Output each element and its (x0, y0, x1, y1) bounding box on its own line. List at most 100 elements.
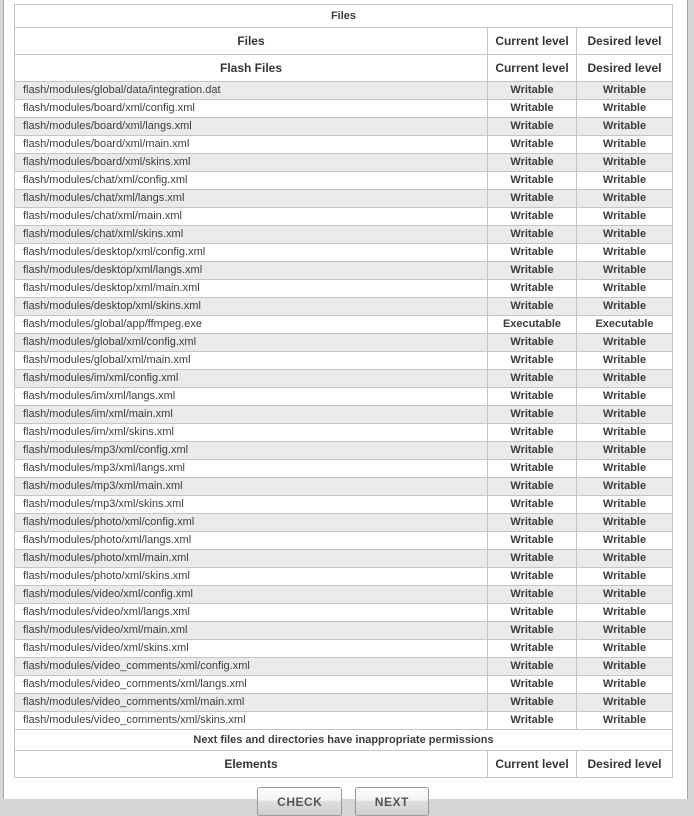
file-path: flash/modules/mp3/xml/langs.xml (14, 459, 488, 478)
elements-column-header: Elements (14, 750, 488, 778)
current-level-value: Writable (487, 171, 577, 190)
desired-level-value: Writable (576, 135, 673, 154)
file-path: flash/modules/im/xml/skins.xml (14, 423, 488, 442)
table-row: flash/modules/video/xml/config.xml Writa… (14, 585, 673, 604)
current-level-value: Writable (487, 513, 577, 532)
desired-level-value: Writable (576, 441, 673, 460)
inappropriate-permissions-notice: Next files and directories have inapprop… (14, 729, 673, 751)
column-header-row: Files Current level Desired level (14, 27, 673, 55)
desired-level-value: Writable (576, 657, 673, 676)
desired-level-value: Writable (576, 189, 673, 208)
file-path: flash/modules/desktop/xml/langs.xml (14, 261, 488, 280)
current-level-value: Writable (487, 243, 577, 262)
file-path: flash/modules/mp3/xml/config.xml (14, 441, 488, 460)
desired-level-value: Writable (576, 369, 673, 388)
notice-row: Next files and directories have inapprop… (14, 729, 673, 751)
current-level-value: Writable (487, 657, 577, 676)
current-level-value: Writable (487, 675, 577, 694)
current-level-value: Writable (487, 603, 577, 622)
current-level-value: Writable (487, 693, 577, 712)
table-row: flash/modules/video_comments/xml/main.xm… (14, 693, 673, 712)
current-level-value: Writable (487, 567, 577, 586)
table-title-row: Files (14, 4, 673, 28)
file-path: flash/modules/video/xml/skins.xml (14, 639, 488, 658)
file-path: flash/modules/desktop/xml/config.xml (14, 243, 488, 262)
desired-level-value: Writable (576, 297, 673, 316)
current-level-column-header: Current level (487, 27, 577, 55)
elements-current-level-header: Current level (487, 750, 577, 778)
current-level-value: Writable (487, 81, 577, 100)
file-path: flash/modules/global/xml/main.xml (14, 351, 488, 370)
elements-desired-level-header: Desired level (576, 750, 673, 778)
desired-level-value: Writable (576, 495, 673, 514)
table-row: flash/modules/video/xml/langs.xml Writab… (14, 603, 673, 622)
file-path: flash/modules/photo/xml/config.xml (14, 513, 488, 532)
file-path: flash/modules/board/xml/langs.xml (14, 117, 488, 136)
desired-level-value: Writable (576, 513, 673, 532)
desired-level-value: Writable (576, 405, 673, 424)
current-level-value: Writable (487, 207, 577, 226)
file-path: flash/modules/global/data/integration.da… (14, 81, 488, 100)
table-row: flash/modules/board/xml/skins.xml Writab… (14, 153, 673, 172)
desired-level-value: Writable (576, 207, 673, 226)
desired-level-value: Writable (576, 621, 673, 640)
desired-level-value: Writable (576, 243, 673, 262)
table-row: flash/modules/desktop/xml/config.xml Wri… (14, 243, 673, 262)
check-button[interactable]: CHECK (257, 787, 343, 816)
table-row: flash/modules/mp3/xml/main.xml Writable … (14, 477, 673, 496)
section-current-level-header: Current level (487, 54, 577, 82)
file-path: flash/modules/photo/xml/langs.xml (14, 531, 488, 550)
desired-level-value: Writable (576, 531, 673, 550)
desired-level-value: Writable (576, 639, 673, 658)
current-level-value: Writable (487, 495, 577, 514)
current-level-value: Writable (487, 351, 577, 370)
desired-level-value: Writable (576, 675, 673, 694)
desired-level-value: Writable (576, 711, 673, 730)
file-path: flash/modules/global/app/ffmpeg.exe (14, 315, 488, 334)
section-header-row: Flash Files Current level Desired level (14, 54, 673, 82)
table-row: flash/modules/global/xml/main.xml Writab… (14, 351, 673, 370)
table-row: flash/modules/video/xml/main.xml Writabl… (14, 621, 673, 640)
current-level-value: Writable (487, 585, 577, 604)
file-path: flash/modules/im/xml/langs.xml (14, 387, 488, 406)
current-level-value: Writable (487, 297, 577, 316)
current-level-value: Writable (487, 621, 577, 640)
table-row: flash/modules/desktop/xml/main.xml Writa… (14, 279, 673, 298)
table-row: flash/modules/video_comments/xml/langs.x… (14, 675, 673, 694)
current-level-value: Writable (487, 117, 577, 136)
file-path: flash/modules/photo/xml/skins.xml (14, 567, 488, 586)
desired-level-value: Writable (576, 171, 673, 190)
current-level-value: Writable (487, 549, 577, 568)
next-button[interactable]: NEXT (354, 787, 429, 816)
table-row: flash/modules/im/xml/config.xml Writable… (14, 369, 673, 388)
desired-level-value: Writable (576, 459, 673, 478)
current-level-value: Writable (487, 279, 577, 298)
table-row: flash/modules/photo/xml/skins.xml Writab… (14, 567, 673, 586)
desired-level-value: Writable (576, 423, 673, 442)
desired-level-value: Executable (576, 315, 673, 334)
file-path: flash/modules/video_comments/xml/config.… (14, 657, 488, 676)
file-rows: flash/modules/global/data/integration.da… (14, 81, 673, 730)
file-path: flash/modules/board/xml/config.xml (14, 99, 488, 118)
file-path: flash/modules/video_comments/xml/main.xm… (14, 693, 488, 712)
table-row: flash/modules/im/xml/langs.xml Writable … (14, 387, 673, 406)
files-column-header: Files (14, 27, 488, 55)
desired-level-value: Writable (576, 261, 673, 280)
file-path: flash/modules/desktop/xml/skins.xml (14, 297, 488, 316)
table-row: flash/modules/desktop/xml/langs.xml Writ… (14, 261, 673, 280)
desired-level-value: Writable (576, 387, 673, 406)
table-row: flash/modules/video_comments/xml/skins.x… (14, 711, 673, 730)
file-path: flash/modules/im/xml/config.xml (14, 369, 488, 388)
desired-level-value: Writable (576, 351, 673, 370)
table-row: flash/modules/board/xml/main.xml Writabl… (14, 135, 673, 154)
desired-level-value: Writable (576, 279, 673, 298)
table-row: flash/modules/video/xml/skins.xml Writab… (14, 639, 673, 658)
current-level-value: Writable (487, 153, 577, 172)
desired-level-value: Writable (576, 99, 673, 118)
file-path: flash/modules/desktop/xml/main.xml (14, 279, 488, 298)
table-row: flash/modules/photo/xml/config.xml Writa… (14, 513, 673, 532)
current-level-value: Executable (487, 315, 577, 334)
table-row: flash/modules/mp3/xml/skins.xml Writable… (14, 495, 673, 514)
table-row: flash/modules/chat/xml/skins.xml Writabl… (14, 225, 673, 244)
current-level-value: Writable (487, 261, 577, 280)
